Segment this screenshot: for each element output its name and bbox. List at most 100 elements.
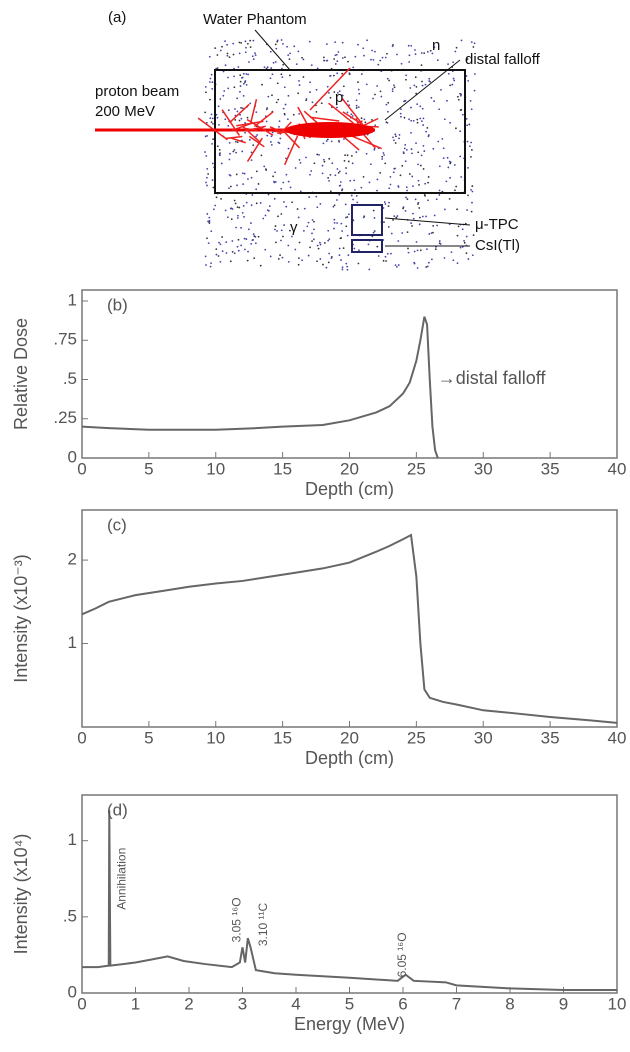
dot [452, 77, 455, 80]
dot [257, 183, 260, 185]
dot [277, 98, 280, 101]
x-tick-label: 8 [505, 994, 514, 1013]
dot [418, 184, 420, 186]
dot [205, 155, 208, 157]
dot [424, 83, 427, 86]
dot [245, 73, 248, 75]
dot [397, 185, 400, 187]
dot [313, 162, 316, 165]
dot [278, 125, 280, 128]
dot [280, 213, 283, 215]
dot [357, 106, 360, 109]
dot [209, 98, 211, 101]
dot [221, 250, 224, 253]
dot [293, 45, 296, 48]
dot [226, 43, 228, 46]
dot [393, 84, 395, 87]
data-line [82, 810, 617, 991]
dot [405, 196, 407, 199]
dot [405, 148, 408, 151]
dot [333, 227, 335, 230]
dot [343, 138, 345, 140]
dot [333, 221, 336, 224]
dot [338, 170, 341, 173]
dot [438, 189, 441, 192]
dot [269, 255, 272, 258]
dot [214, 47, 217, 50]
track [253, 111, 274, 128]
dot [341, 57, 344, 59]
dot [341, 94, 344, 97]
dot [208, 216, 211, 219]
dot [209, 81, 211, 83]
dot [410, 148, 413, 151]
dot [459, 246, 462, 249]
dot [428, 233, 431, 235]
dot [221, 236, 224, 238]
dot [277, 258, 280, 260]
dot [468, 145, 471, 148]
panel-label: (b) [107, 295, 128, 314]
dot [339, 181, 342, 183]
dot [470, 188, 472, 191]
dot [426, 265, 429, 268]
dot [316, 244, 319, 247]
dot [208, 55, 211, 58]
dot [347, 254, 350, 257]
y-axis-label: Intensity (x10⁴) [11, 834, 31, 955]
dot [218, 241, 220, 244]
dot [411, 175, 414, 178]
dot [377, 63, 380, 66]
dot [228, 56, 231, 59]
dot [401, 164, 404, 167]
dot [287, 180, 290, 183]
dot [214, 204, 217, 207]
dot [243, 237, 246, 240]
dot [342, 247, 345, 250]
dot [325, 266, 328, 269]
dot [297, 216, 300, 219]
dot [334, 54, 337, 57]
dot [358, 249, 360, 252]
dot [446, 156, 449, 159]
dot [301, 56, 303, 59]
dot [277, 141, 280, 144]
dot [470, 41, 473, 44]
dot [235, 173, 238, 176]
dot [206, 167, 209, 170]
dot [399, 174, 402, 177]
dot [325, 140, 328, 142]
dot [422, 168, 425, 170]
track [351, 135, 383, 150]
dot [463, 241, 466, 244]
dot [252, 58, 255, 61]
dot [252, 144, 255, 147]
dot [356, 201, 359, 204]
dot [320, 102, 323, 105]
x-tick-label: 5 [144, 728, 153, 747]
dot [346, 234, 349, 237]
dot [347, 213, 350, 216]
x-tick-label: 0 [77, 459, 86, 478]
dot [394, 264, 397, 267]
dot [382, 152, 385, 154]
dot [438, 194, 441, 196]
dot [252, 238, 255, 241]
dot [396, 265, 398, 268]
dot [394, 142, 397, 144]
dot [205, 91, 207, 94]
dot [239, 80, 242, 83]
dot [234, 108, 236, 110]
dot [388, 201, 390, 204]
dot [313, 238, 315, 241]
dot [471, 149, 473, 151]
dot [366, 39, 368, 42]
x-tick-label: 20 [340, 459, 359, 478]
dot [206, 184, 208, 187]
track [280, 128, 301, 149]
x-tick-label: 7 [452, 994, 461, 1013]
dot [455, 127, 457, 130]
dot [340, 237, 343, 239]
dot [351, 162, 354, 165]
dot [388, 79, 391, 82]
